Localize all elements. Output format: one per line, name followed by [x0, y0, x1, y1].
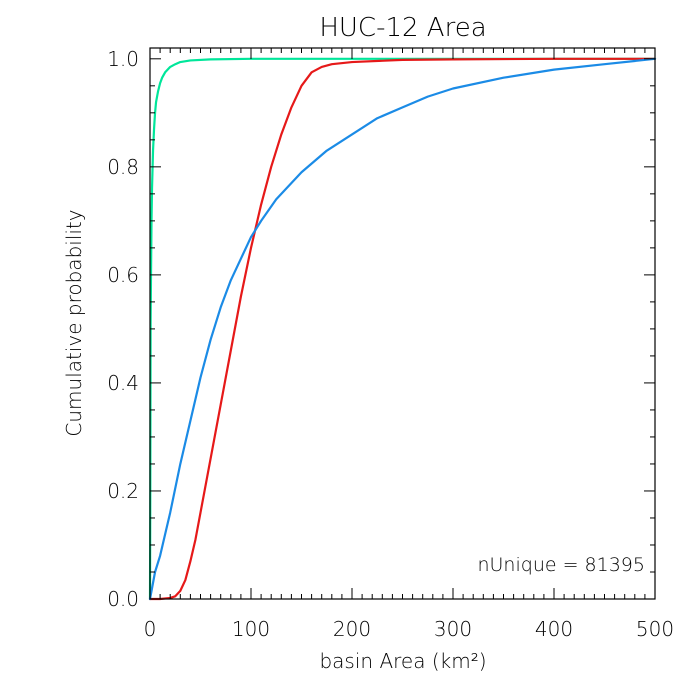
plot-frame	[149, 47, 656, 600]
chart-title: HUC-12 Area	[319, 13, 486, 43]
n-unique-annotation: nUnique = 81395	[477, 554, 645, 576]
tick-labels: 0 100 200 300 400 500 0.0 0.2 0.4 0.6 0.8 1.0	[107, 47, 674, 641]
x-tick-label: 0	[144, 617, 157, 641]
x-axis-title: basin Area (km²)	[319, 649, 486, 673]
x-tick-label: 500	[636, 617, 674, 641]
y-tick-label: 0.2	[107, 479, 139, 503]
x-tick-label: 300	[434, 617, 472, 641]
series-layer	[148, 57, 657, 601]
x-tick-label: 100	[232, 617, 270, 641]
y-tick-label: 1.0	[107, 47, 139, 71]
x-tick-label: 200	[333, 617, 371, 641]
y-tick-label: 0.6	[107, 263, 139, 287]
axis-ticks	[149, 48, 656, 600]
y-axis-title: Cumulative probability	[62, 209, 86, 436]
y-tick-label: 0.0	[107, 587, 139, 611]
y-tick-label: 0.8	[107, 155, 139, 179]
series-line-2	[148, 57, 657, 601]
y-tick-label: 0.4	[107, 371, 139, 395]
series-line-3	[148, 57, 657, 601]
x-tick-label: 400	[535, 617, 573, 641]
series-line-1	[148, 57, 657, 601]
